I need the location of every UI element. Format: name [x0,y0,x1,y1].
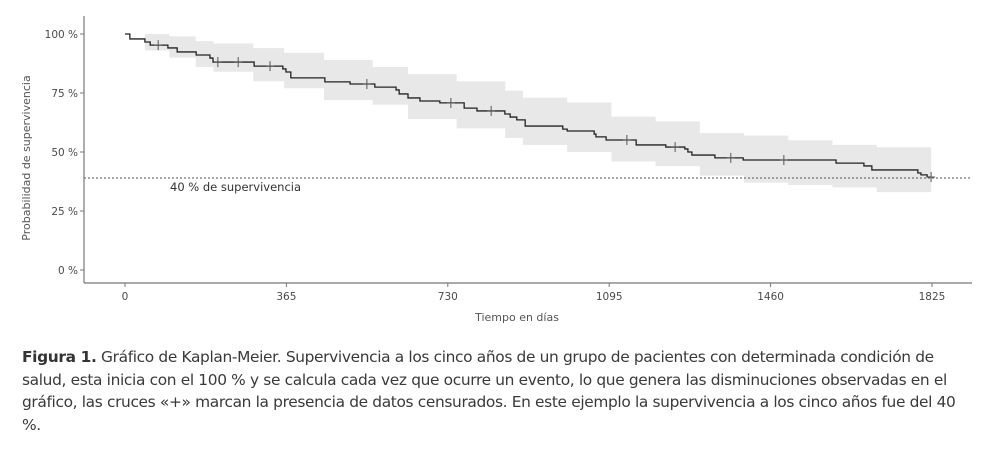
censored-mark [927,172,936,183]
censored-mark [154,40,163,51]
censored-mark [671,142,680,153]
x-tick-label: 730 [438,291,458,303]
figure-caption-text: Gráfico de Kaplan-Meier. Supervivencia a… [22,348,956,434]
censored-mark [726,152,735,163]
censored-mark [266,61,275,72]
axes: 0 % 25 % 50 % 75 % 100 % 0 365 730 1095 1460 1825 [45,16,972,303]
reference-line-layer: 40 % de supervivencia [84,177,972,194]
y-axis-title: Probabilidad de supervivencia [20,75,33,240]
y-tick-label: 0 % [58,265,78,277]
y-tick-label: 100 % [45,29,78,41]
x-tick-label: 1825 [919,291,946,303]
reference-line-label: 40 % de supervivencia [170,180,301,194]
censored-mark [213,57,222,68]
x-tick-label: 0 [122,291,129,303]
x-axis-title: Tiempo en días [474,311,559,324]
x-tick-label: 1460 [757,291,784,303]
y-tick-label: 50 % [51,147,78,159]
confidence-band [125,34,932,197]
x-tick-label: 1095 [596,291,623,303]
x-tick-label: 365 [276,291,296,303]
kaplan-meier-chart: 40 % de supervivencia 0 % 25 % 50 % 75 % 100… [20,16,972,324]
figure-caption: Figura 1. Gráfico de Kaplan-Meier. Super… [22,346,972,436]
confidence-band-layer [125,34,932,197]
figure-caption-label: Figura 1. [22,348,97,366]
censored-mark [446,97,455,108]
y-tick-label: 25 % [51,206,78,218]
censored-mark [487,105,496,116]
censored-mark [779,155,788,166]
censored-mark [234,57,243,68]
y-axis-ticks: 0 % 25 % 50 % 75 % 100 % [45,29,84,277]
x-axis-ticks: 0 365 730 1095 1460 1825 [122,283,946,303]
censored-mark [622,134,631,145]
censored-marks-layer [154,40,936,183]
censored-mark [362,79,371,90]
y-tick-label: 75 % [51,88,78,100]
